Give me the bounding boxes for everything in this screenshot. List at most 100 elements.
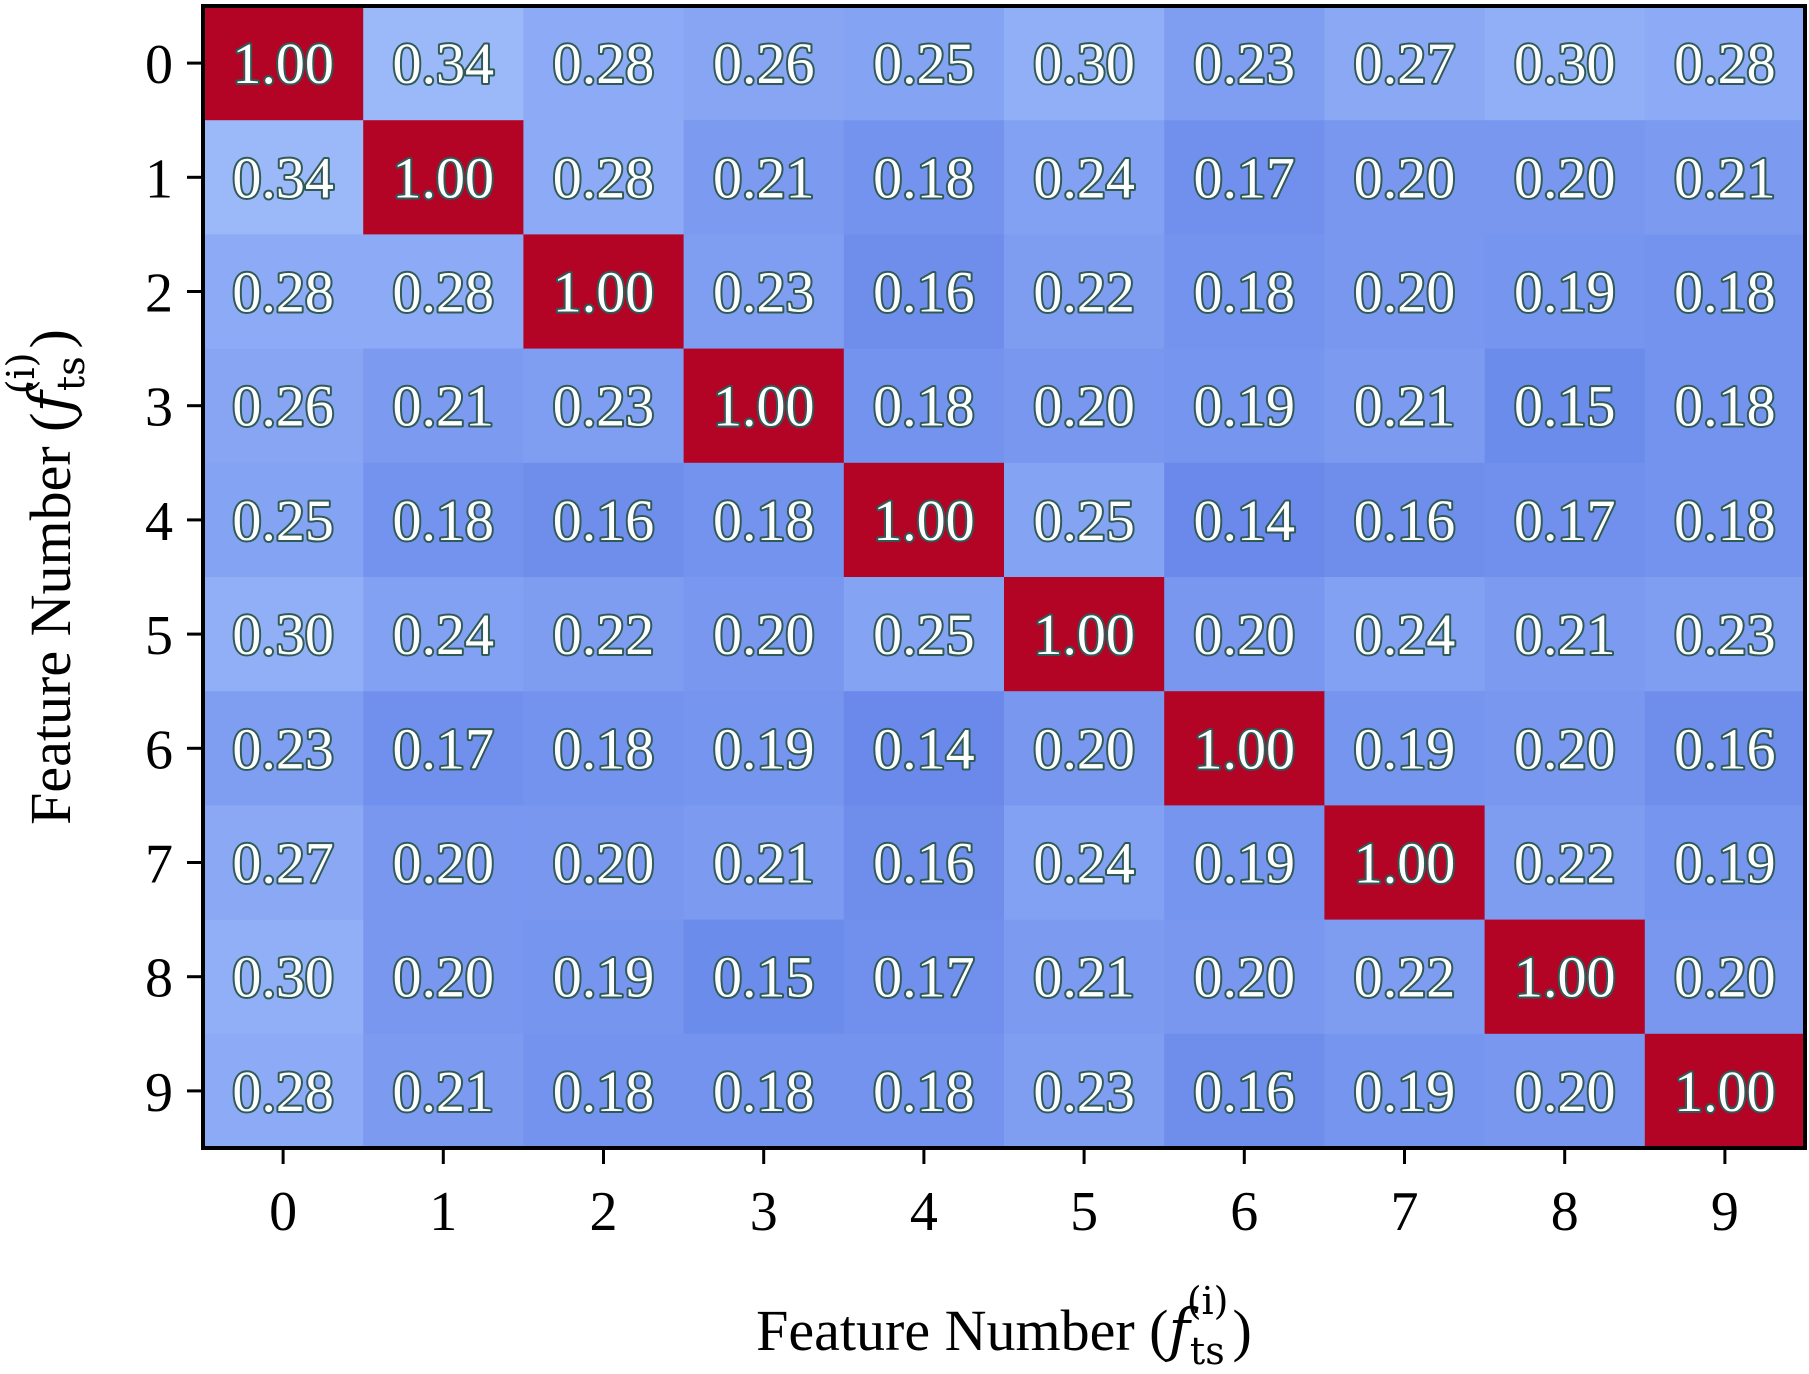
heatmap-cell-label: 0.20 (1514, 1059, 1616, 1124)
heatmap-cell-label: 0.19 (1674, 831, 1776, 896)
heatmap-cell (363, 577, 524, 692)
heatmap-cell (1164, 805, 1325, 921)
heatmap-cell (1004, 462, 1165, 578)
heatmap-cell-label: 0.18 (873, 374, 975, 439)
heatmap-cell-label: 0.19 (553, 945, 655, 1010)
y-tick-label: 8 (145, 948, 173, 1010)
heatmap-cell (1324, 805, 1486, 921)
heatmap-cell (1484, 462, 1646, 578)
heatmap-cell-label: 0.20 (1354, 260, 1456, 325)
heatmap-cell-label: 0.28 (393, 260, 495, 325)
heatmap-cell-label: 0.15 (1514, 374, 1616, 439)
heatmap-cell (1324, 120, 1486, 235)
heatmap-cell (203, 919, 364, 1035)
heatmap-cell-label: 0.23 (553, 374, 655, 439)
heatmap-cell-label: 0.22 (553, 602, 655, 667)
heatmap-cell (1644, 234, 1806, 350)
heatmap-cell (1484, 1033, 1646, 1149)
heatmap-cell-label: 0.24 (393, 602, 495, 667)
heatmap-cell (523, 805, 685, 921)
heatmap-cell (843, 120, 1005, 235)
heatmap-cell-label: 0.21 (1354, 374, 1456, 439)
heatmap-cell-label: 0.17 (1514, 488, 1616, 553)
heatmap-cell (363, 1033, 524, 1149)
heatmap-cell (203, 348, 364, 464)
heatmap-cell (203, 234, 364, 350)
heatmap-cell-label: 0.16 (553, 488, 655, 553)
x-axis-label-sub: ts (1190, 1329, 1225, 1373)
heatmap-cell (843, 462, 1005, 578)
heatmap-cell-label: 0.19 (1194, 374, 1296, 439)
y-axis-ticks: 0 1 2 3 4 5 6 7 8 9 (145, 34, 203, 1124)
heatmap-cell-label: 0.18 (1674, 260, 1776, 325)
heatmap-cell-label: 0.21 (393, 1059, 495, 1124)
heatmap-cell-label: 0.18 (553, 1059, 655, 1124)
heatmap-cell-label: 0.25 (1033, 488, 1135, 553)
heatmap-cell-label: 0.19 (713, 716, 815, 781)
x-tick-label: 7 (1391, 1181, 1419, 1243)
heatmap-cell-label: 0.26 (713, 31, 815, 96)
heatmap-cell-label: 0.18 (713, 1059, 815, 1124)
heatmap-cell-label: 0.16 (873, 260, 975, 325)
heatmap-cell (523, 691, 685, 806)
heatmap-cell-label: 0.15 (713, 945, 815, 1010)
x-tick-label: 8 (1551, 1181, 1579, 1243)
y-axis-label: Feature Number (fts(i)) (0, 329, 93, 825)
heatmap-cell (1324, 577, 1486, 692)
heatmap-cell (683, 120, 845, 235)
heatmap-cell (203, 577, 364, 692)
heatmap-cell (1644, 120, 1806, 235)
heatmap-cell (1644, 462, 1806, 578)
y-axis-label-text: Feature Number ( (18, 413, 83, 825)
heatmap-cell (1484, 120, 1646, 235)
heatmap-cell (1644, 691, 1806, 806)
heatmap-cell (363, 120, 524, 235)
heatmap-cell (683, 348, 845, 464)
heatmap-cell-label: 0.16 (1674, 716, 1776, 781)
heatmap-cell-label: 0.23 (1194, 31, 1296, 96)
heatmap-cell (363, 919, 524, 1035)
heatmap-cell (1644, 348, 1806, 464)
heatmap-cell (1004, 120, 1165, 235)
heatmap-cell (683, 6, 845, 121)
heatmap-cell-label: 0.30 (1033, 31, 1135, 96)
heatmap-cell (1324, 919, 1486, 1035)
x-tick-label: 0 (269, 1181, 297, 1243)
heatmap-cell (1324, 348, 1486, 464)
y-axis-label-sub: ts (49, 356, 93, 391)
heatmap-cell-label: 0.19 (1354, 1059, 1456, 1124)
heatmap-cell (843, 348, 1005, 464)
heatmap-cell-label: 0.20 (393, 831, 495, 896)
heatmap-cell (1164, 919, 1325, 1035)
y-axis-label-sup: (i) (0, 352, 43, 394)
heatmap-cell-label: 1.00 (232, 31, 334, 96)
heatmap-cell-label: 1.00 (1514, 945, 1616, 1010)
x-axis-label-sup: (i) (1187, 1279, 1229, 1323)
heatmap-cell-label: 0.28 (232, 1059, 334, 1124)
heatmap-cell-label: 0.22 (1354, 945, 1456, 1010)
heatmap-cell-label: 0.24 (1033, 831, 1135, 896)
heatmap-cell-label: 0.20 (1194, 602, 1296, 667)
heatmap-cell (523, 234, 685, 350)
heatmap-cell (203, 691, 364, 806)
heatmap-cell-label: 1.00 (873, 488, 975, 553)
y-tick-label: 7 (145, 834, 173, 896)
heatmap-cell-label: 0.25 (232, 488, 334, 553)
y-tick-label: 5 (145, 605, 173, 667)
heatmap-cell (523, 120, 685, 235)
heatmap-cell-label: 0.20 (1674, 945, 1776, 1010)
heatmap-cell-label: 0.26 (232, 374, 334, 439)
heatmap-cell-label: 1.00 (393, 145, 495, 210)
x-tick-label: 5 (1070, 1181, 1098, 1243)
heatmap-cell-label: 0.17 (393, 716, 495, 781)
heatmap-cell-label: 0.23 (1033, 1059, 1135, 1124)
heatmap-cell (1004, 348, 1165, 464)
heatmap-cell-labels: 1.00 0.34 0.28 0.26 0.25 0.30 0.23 0.27 0.30 0.28… (230, 29, 1777, 1126)
heatmap-cell (363, 348, 524, 464)
heatmap-cell-label: 0.34 (232, 145, 334, 210)
heatmap-cell-label: 0.20 (1033, 716, 1135, 781)
heatmap-cell-label: 0.21 (713, 145, 815, 210)
plot-frame (201, 4, 1807, 1150)
heatmap-cell (843, 6, 1005, 121)
